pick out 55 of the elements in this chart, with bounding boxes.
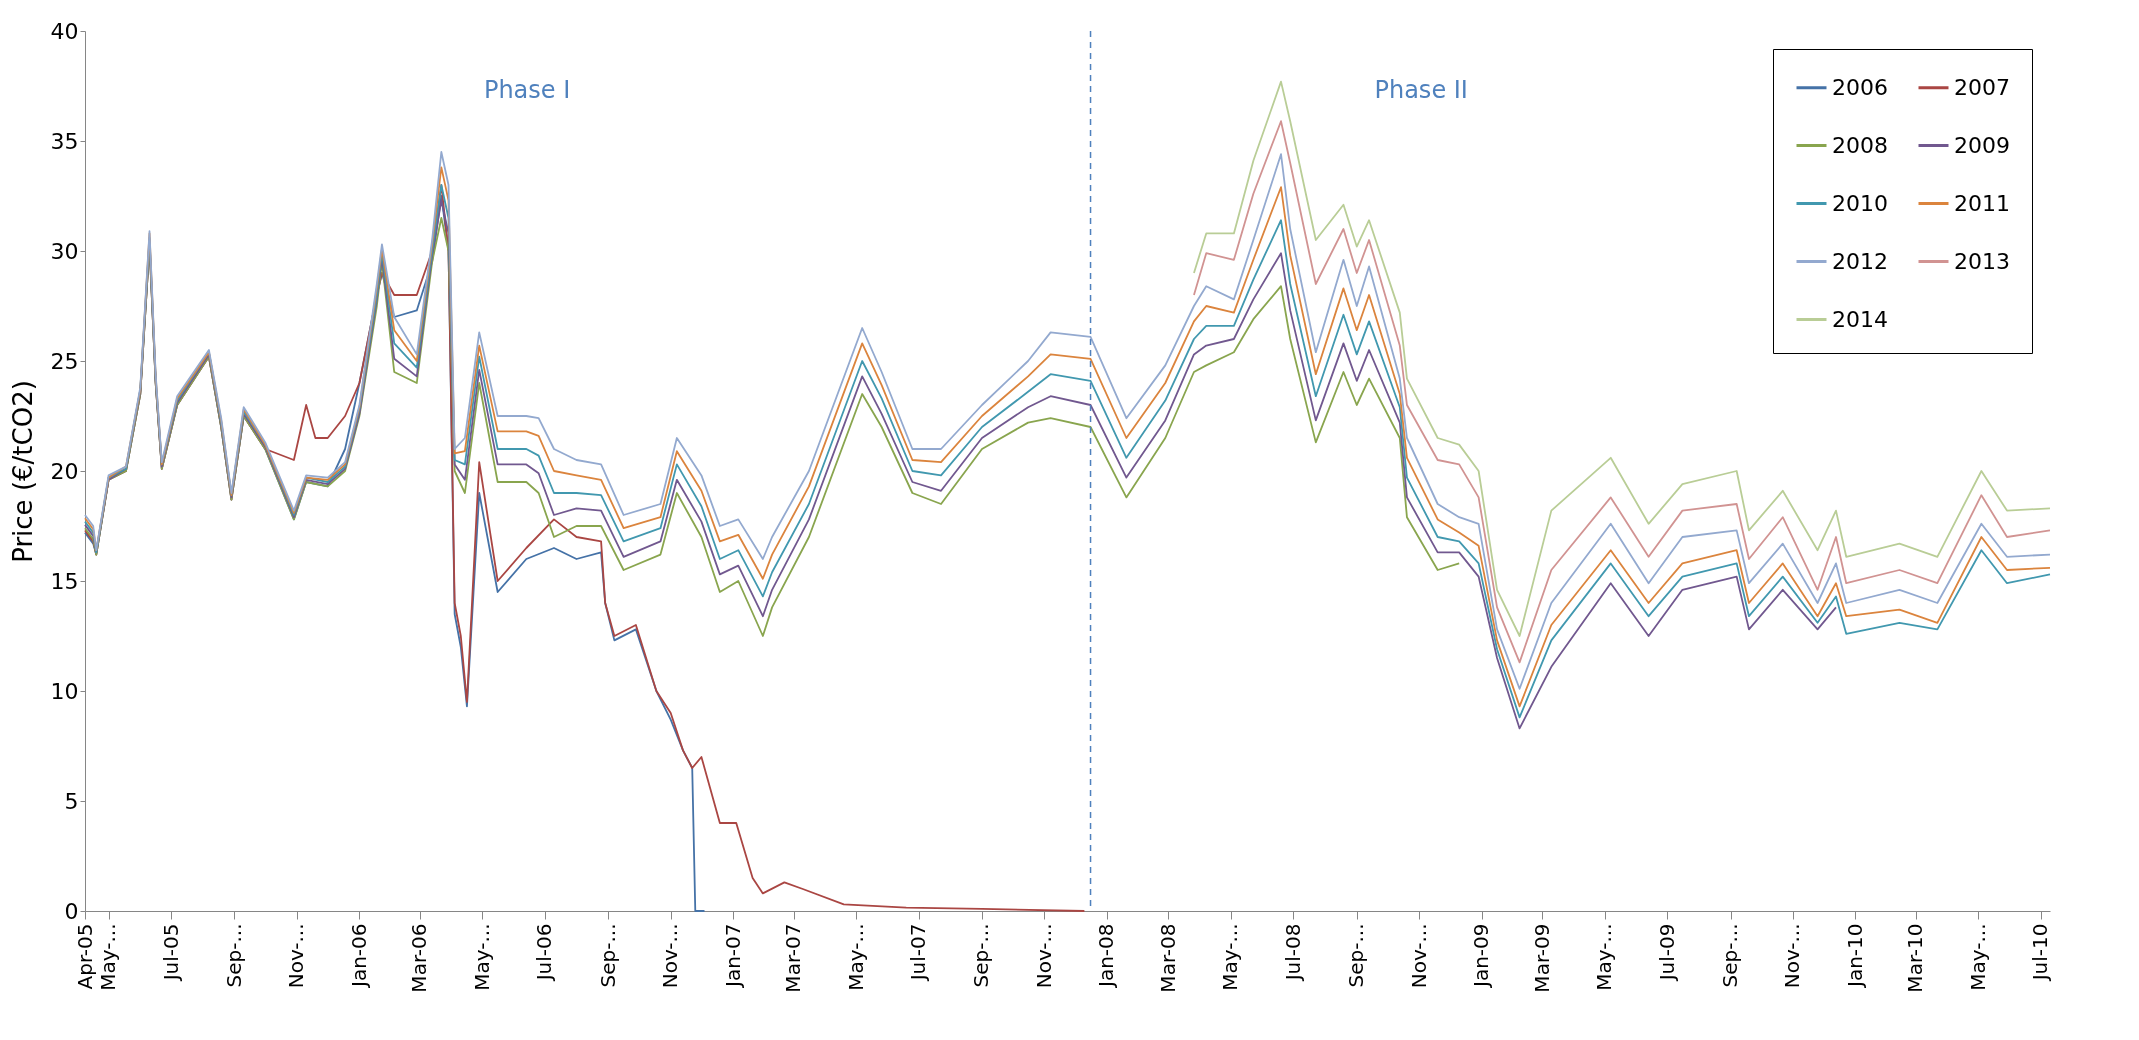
x-tick-label: Jul-10 (2028, 923, 2053, 983)
x-tick-label: Mar-10 (1903, 923, 1928, 993)
x-tick-label: Jul-09 (1654, 923, 1679, 983)
legend-label: 2013 (1954, 248, 2010, 274)
legend-label: 2008 (1832, 132, 1888, 158)
x-tick-label: Jul-06 (532, 923, 557, 983)
x-tick-label: Sep-... (1344, 923, 1369, 988)
x-tick-label: Mar-06 (407, 923, 432, 993)
x-tick-label: May-... (96, 923, 121, 991)
y-tick-label: 40 (50, 18, 79, 44)
y-axis-title: Price (€/tCO2) (7, 380, 38, 563)
x-tick-label: Jan-07 (720, 923, 745, 989)
y-tick-label: 5 (64, 788, 79, 814)
y-tick-label: 15 (50, 568, 79, 594)
legend-label: 2007 (1954, 74, 2010, 100)
x-tick-label: Mar-09 (1529, 923, 1554, 993)
annotation: Phase I (483, 76, 571, 104)
x-tick-label: Sep-... (595, 923, 620, 988)
x-tick-label: Jul-05 (158, 923, 183, 983)
x-tick-label: May-... (469, 923, 494, 991)
x-tick-label: Sep-... (1718, 923, 1743, 988)
y-tick-label: 35 (50, 128, 79, 154)
x-tick-label: Nov-... (1406, 923, 1431, 989)
legend-label: 2014 (1832, 306, 1888, 332)
x-tick-label: Nov-... (658, 923, 683, 989)
x-tick-label: Apr-05 (72, 923, 97, 990)
x-tick-label: Jul-08 (1280, 923, 1305, 983)
legend-label: 2010 (1832, 190, 1888, 216)
x-tick-label: May-... (1592, 923, 1617, 991)
x-tick-label: Nov-... (1780, 923, 1805, 989)
x-tick-label: Jan-09 (1469, 923, 1494, 989)
line-series (84, 217, 1461, 637)
x-tick-label: Nov-... (284, 923, 309, 989)
x-tick-label: Jan-10 (1842, 923, 1867, 989)
x-tick-label: May-... (843, 923, 868, 991)
y-tick-label: 20 (50, 458, 79, 484)
x-tick-label: Jan-08 (1094, 923, 1119, 989)
x-tick-label: Mar-07 (781, 923, 806, 993)
y-tick-label: 10 (50, 678, 79, 704)
x-tick-label: Nov-... (1031, 923, 1056, 989)
x-tick-label: Sep-... (969, 923, 994, 988)
x-tick-label: Jul-07 (906, 923, 931, 983)
x-tick-label: May-... (1218, 923, 1243, 991)
annotation: Phase II (1374, 76, 1468, 104)
legend-label: 2006 (1832, 74, 1888, 100)
y-tick-label: 25 (50, 348, 79, 374)
y-tick-label: 0 (64, 898, 79, 924)
x-tick-label: May-... (1965, 923, 1990, 991)
x-tick-label: Jan-06 (346, 923, 371, 989)
x-tick-label: Mar-08 (1155, 923, 1180, 993)
y-tick-label: 30 (50, 238, 79, 264)
legend-label: 2012 (1832, 248, 1888, 274)
legend-label: 2009 (1954, 132, 2010, 158)
x-tick-label: Sep-... (222, 923, 246, 988)
legend-label: 2011 (1954, 190, 2010, 216)
